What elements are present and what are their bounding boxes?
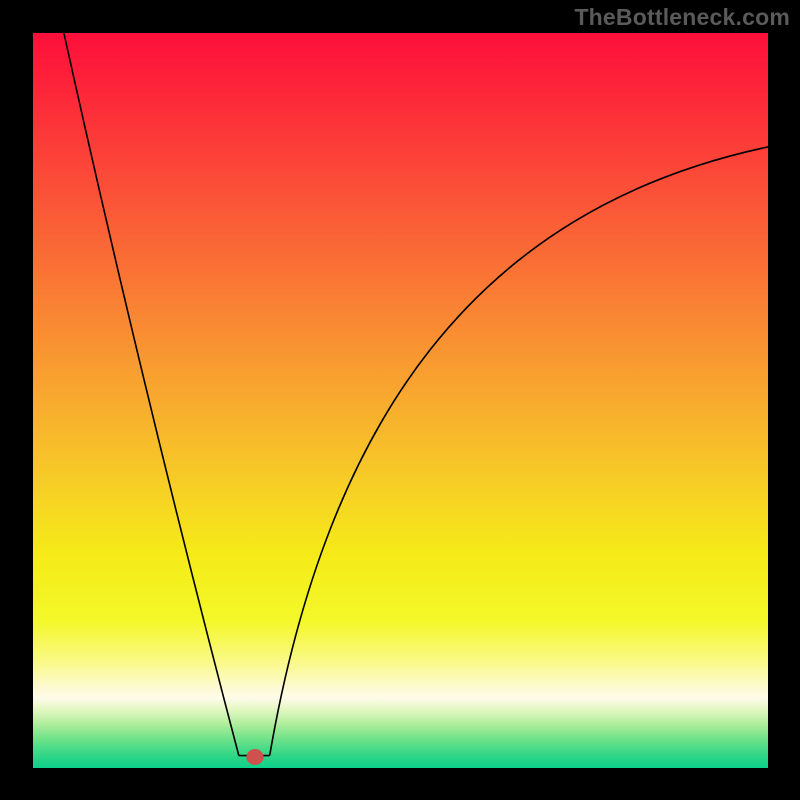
minimum-marker (247, 749, 264, 764)
chart-root: TheBottleneck.com (0, 0, 800, 800)
plot-area (33, 33, 768, 768)
curve-left-branch (64, 33, 239, 756)
watermark-text: TheBottleneck.com (574, 4, 790, 31)
curve-layer (33, 33, 768, 768)
curve-right-branch (270, 147, 768, 756)
